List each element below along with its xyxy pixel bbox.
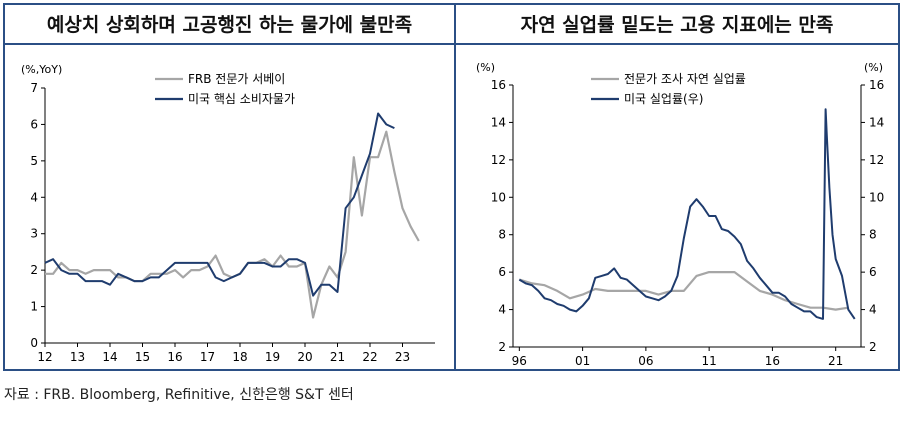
y-tick-label: 2 bbox=[30, 263, 38, 277]
x-tick-label: 14 bbox=[102, 350, 117, 364]
x-tick-label: 15 bbox=[135, 350, 150, 364]
y-tick-label: 16 bbox=[491, 78, 506, 92]
series-line-2 bbox=[518, 108, 856, 320]
y-tick-label: 5 bbox=[30, 154, 38, 168]
y-tick-label: 6 bbox=[30, 117, 38, 131]
unemployment-chart: 2 2 4 4 6 6 8 8 10 10 12 12 14 14 16 16 96 01 06 11 16 21 (%) (… bbox=[476, 61, 884, 368]
x-tick-label: 22 bbox=[362, 350, 377, 364]
x-tick-label: 20 bbox=[297, 350, 312, 364]
x-tick-label: 16 bbox=[765, 354, 780, 368]
x-tick-label: 19 bbox=[265, 350, 280, 364]
y-tick-label: 1 bbox=[30, 300, 38, 314]
y-tick-label: 4 bbox=[498, 303, 506, 317]
panel-unemployment: 자연 실업률 밑도는 고용 지표에는 만족 2 2 4 4 6 6 8 8 10 10 12 12 14… bbox=[456, 5, 898, 369]
legend-label-1: 전문가 조사 자연 실업률 bbox=[624, 72, 746, 86]
y-unit-right-label: (%) bbox=[864, 61, 883, 74]
x-tick-label: 13 bbox=[70, 350, 85, 364]
series-line-1 bbox=[45, 130, 420, 319]
y-right-tick-label: 14 bbox=[869, 115, 884, 129]
x-tick-label: 11 bbox=[702, 354, 717, 368]
y-right-tick-label: 6 bbox=[869, 265, 877, 279]
y-right-tick-label: 12 bbox=[869, 153, 884, 167]
y-right-tick-label: 16 bbox=[869, 78, 884, 92]
series-line-2 bbox=[44, 112, 395, 297]
x-tick-label: 06 bbox=[638, 354, 653, 368]
y-tick-label: 0 bbox=[30, 336, 38, 350]
y-tick-label: 3 bbox=[30, 227, 38, 241]
source-note: 자료 : FRB. Bloomberg, Refinitive, 신한은행 S&… bbox=[4, 387, 354, 403]
y-tick-label: 8 bbox=[498, 228, 506, 242]
y-tick-label: 12 bbox=[491, 153, 506, 167]
y-tick-label: 2 bbox=[498, 340, 506, 354]
y-right-tick-label: 2 bbox=[869, 340, 877, 354]
panel-inflation: 예상치 상회하며 고공행진 하는 물가에 불만족 0 1 2 3 4 5 6 7 12 13 14 1… bbox=[5, 5, 456, 369]
x-tick-label: 01 bbox=[575, 354, 590, 368]
x-tick-label: 16 bbox=[167, 350, 182, 364]
legend-label-2: 미국 실업률(우) bbox=[624, 92, 703, 106]
x-tick-label: 96 bbox=[512, 354, 527, 368]
y-tick-label: 14 bbox=[491, 115, 506, 129]
y-unit-left-label: (%) bbox=[476, 61, 495, 74]
y-right-tick-label: 10 bbox=[869, 190, 884, 204]
legend-label-1: FRB 전문가 서베이 bbox=[188, 72, 285, 86]
y-tick-label: 7 bbox=[30, 81, 38, 95]
x-tick-label: 12 bbox=[37, 350, 52, 364]
x-tick-label: 21 bbox=[330, 350, 345, 364]
panel-title-inflation: 예상치 상회하며 고공행진 하는 물가에 불만족 bbox=[5, 5, 454, 45]
y-unit-label: (%,YoY) bbox=[21, 63, 62, 76]
series-line-1 bbox=[518, 271, 849, 311]
y-tick-label: 10 bbox=[491, 190, 506, 204]
x-tick-label: 18 bbox=[232, 350, 247, 364]
y-tick-label: 6 bbox=[498, 265, 506, 279]
panel-title-unemployment: 자연 실업률 밑도는 고용 지표에는 만족 bbox=[456, 5, 898, 45]
figure-frame: 예상치 상회하며 고공행진 하는 물가에 불만족 0 1 2 3 4 5 6 7 12 13 14 1… bbox=[3, 3, 900, 371]
x-tick-label: 17 bbox=[200, 350, 215, 364]
legend-label-2: 미국 핵심 소비자물가 bbox=[188, 92, 295, 106]
y-tick-label: 4 bbox=[30, 190, 38, 204]
y-right-tick-label: 4 bbox=[869, 303, 877, 317]
x-tick-label: 21 bbox=[828, 354, 843, 368]
y-right-tick-label: 8 bbox=[869, 228, 877, 242]
x-tick-label: 23 bbox=[395, 350, 410, 364]
